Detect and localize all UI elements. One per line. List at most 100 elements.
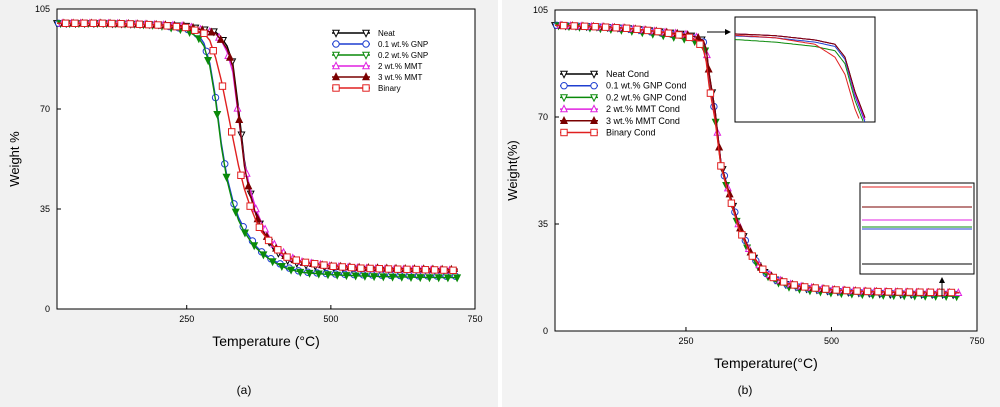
data-point xyxy=(863,287,872,296)
chart-panel-b: 0 35 70 105 250 500 750 Temperature(°C) Weight(%… xyxy=(502,0,1000,407)
series-binary xyxy=(57,19,458,275)
legend-marker xyxy=(559,70,569,79)
data-point xyxy=(375,265,383,273)
data-point xyxy=(218,82,227,90)
data-point xyxy=(440,266,448,274)
legend-item: 0.2 wt.% GNP xyxy=(331,51,428,60)
data-point xyxy=(311,260,319,268)
data-point xyxy=(421,266,430,274)
data-point xyxy=(347,263,356,272)
data-point xyxy=(580,22,589,31)
legend-marker xyxy=(589,70,599,79)
data-point xyxy=(191,26,199,34)
data-point xyxy=(696,40,704,48)
legend-label: 3 wt.% MMT xyxy=(378,73,423,82)
data-point xyxy=(80,19,88,27)
inset-arrowhead xyxy=(939,277,945,283)
x-tick-label: 500 xyxy=(323,314,338,324)
data-point xyxy=(268,258,277,267)
data-point xyxy=(443,274,452,283)
data-point xyxy=(412,265,420,274)
data-point xyxy=(601,23,610,31)
data-point xyxy=(154,21,162,29)
legend-marker xyxy=(361,51,371,60)
data-point xyxy=(333,271,342,280)
legend-label: 2 wt.% MMT xyxy=(378,62,423,71)
legend-marker xyxy=(362,84,370,92)
data-point xyxy=(916,288,924,296)
data-point xyxy=(366,264,374,273)
legend-marker xyxy=(589,115,599,124)
inset-residue xyxy=(859,182,975,296)
legend-label: Binary xyxy=(378,84,401,93)
data-point xyxy=(305,269,314,278)
data-point xyxy=(301,258,310,267)
data-point xyxy=(425,274,434,283)
y-tick-label: 35 xyxy=(40,204,50,214)
data-point xyxy=(434,274,443,283)
legend-marker xyxy=(590,128,598,137)
data-point xyxy=(231,208,240,217)
data-point xyxy=(181,23,190,32)
data-point xyxy=(240,229,249,238)
plot-area xyxy=(56,8,476,310)
data-point xyxy=(296,268,305,277)
data-point xyxy=(633,25,641,34)
chart-panel-a: 0 35 70 105 250 500 750 Temperature (°C) Weight … xyxy=(0,0,498,407)
data-point xyxy=(926,288,935,296)
data-point xyxy=(235,115,244,124)
data-point xyxy=(357,264,365,272)
x-tick-label: 250 xyxy=(179,314,194,324)
data-point xyxy=(560,21,568,30)
data-point xyxy=(329,262,337,271)
data-point xyxy=(126,20,134,28)
y-tick-label: 105 xyxy=(533,5,548,15)
data-point xyxy=(397,273,406,282)
data-point xyxy=(780,278,788,286)
data-point xyxy=(320,261,328,269)
legend-label: 0.1 wt.% GNP xyxy=(378,40,428,49)
data-point xyxy=(283,253,291,261)
legend-item: 3 wt.% MMT xyxy=(331,72,423,82)
legend-marker xyxy=(559,94,569,103)
legend-marker xyxy=(331,61,341,70)
y-tick-label: 0 xyxy=(543,326,548,336)
data-point xyxy=(144,20,153,29)
data-point xyxy=(947,288,956,297)
data-point xyxy=(664,29,673,37)
inset-onset xyxy=(707,16,876,123)
data-point xyxy=(379,273,388,282)
data-point xyxy=(453,274,462,283)
legend-marker xyxy=(560,128,568,137)
legend-item: 0.1 wt.% GNP xyxy=(332,40,428,49)
legend-marker xyxy=(361,72,371,81)
legend-item: 2 wt.% MMT Cond xyxy=(559,104,680,114)
legend-marker xyxy=(361,29,371,38)
y-tick-label: 0 xyxy=(45,304,50,314)
inset-line-3-wt-mmt-cond xyxy=(734,33,866,118)
legend-label: 2 wt.% MMT Cond xyxy=(606,104,680,114)
data-point xyxy=(643,26,652,35)
data-point xyxy=(821,285,830,293)
legend-marker xyxy=(331,29,341,38)
data-point xyxy=(314,270,323,279)
data-point xyxy=(717,162,725,170)
x-tick-label: 750 xyxy=(969,336,984,346)
legend-label: 0.1 wt.% GNP Cond xyxy=(606,81,686,91)
data-point xyxy=(61,19,70,27)
legend-item: Binary Cond xyxy=(560,128,656,138)
data-point xyxy=(108,19,116,28)
inset-line-binary-cond xyxy=(734,34,860,119)
data-point xyxy=(394,265,402,273)
data-point xyxy=(370,273,379,282)
data-point xyxy=(874,287,882,296)
y-axis-label: Weight % xyxy=(7,131,22,187)
legend-marker xyxy=(332,84,340,92)
data-point xyxy=(416,274,425,283)
data-point xyxy=(727,199,736,207)
y-tick-label: 70 xyxy=(538,112,548,122)
legend-marker xyxy=(589,94,599,103)
data-point xyxy=(246,202,254,210)
legend-marker xyxy=(331,51,341,60)
